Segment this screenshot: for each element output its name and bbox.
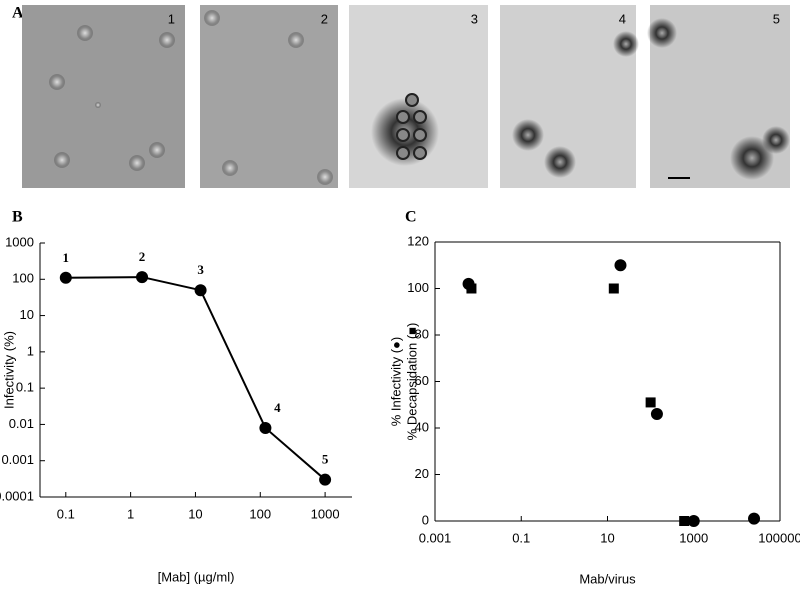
stained-virion xyxy=(544,146,576,178)
virion xyxy=(396,146,410,160)
virion xyxy=(405,93,419,107)
y-axis-label: Infectivity (%) xyxy=(1,331,16,409)
virion xyxy=(413,146,427,160)
data-point xyxy=(466,283,477,294)
x-tick-label: 100000 xyxy=(758,530,800,545)
data-point xyxy=(608,283,619,294)
micrograph xyxy=(22,5,185,188)
micrograph-label: 3 xyxy=(471,11,478,26)
x-tick-label: 100 xyxy=(249,506,271,521)
x-tick-label: 10 xyxy=(600,530,614,545)
data-point xyxy=(748,512,761,525)
y-tick-label: 0 xyxy=(422,512,429,527)
y-tick-label: 10 xyxy=(20,307,34,322)
y-tick-label: 100 xyxy=(12,271,34,286)
virion xyxy=(204,10,220,26)
virion xyxy=(317,169,333,185)
data-point xyxy=(650,408,663,421)
y-tick-label: 100 xyxy=(407,280,429,295)
data-point xyxy=(59,271,72,284)
x-axis-label: Mab/virus xyxy=(579,571,636,586)
micrograph-label: 2 xyxy=(321,11,328,26)
data-point xyxy=(136,271,149,284)
virion xyxy=(49,74,65,90)
y-axis-label: % Decapsidation (■) xyxy=(404,323,419,441)
y-tick-label: 1 xyxy=(27,343,34,358)
virion xyxy=(159,32,175,48)
virion xyxy=(413,110,427,124)
point-label: 3 xyxy=(197,262,204,277)
series-line xyxy=(65,276,326,481)
virion xyxy=(95,102,101,108)
data-point xyxy=(259,421,272,434)
y-tick-label: 1000 xyxy=(5,234,34,249)
data-point xyxy=(614,259,627,272)
x-axis-label: [Mab] (µg/ml) xyxy=(158,569,235,584)
virion xyxy=(129,155,145,171)
micrograph-label: 1 xyxy=(168,11,175,26)
y-tick-label: 0.001 xyxy=(1,452,34,467)
panel-label: A xyxy=(12,5,24,22)
stained-virion xyxy=(613,31,639,57)
stained-virion xyxy=(762,126,790,154)
x-tick-label: 10 xyxy=(188,506,202,521)
x-tick-label: 0.001 xyxy=(419,530,452,545)
virion xyxy=(396,110,410,124)
virion xyxy=(54,152,70,168)
point-label: 4 xyxy=(274,400,281,415)
x-tick-label: 0.1 xyxy=(57,506,75,521)
y-tick-label: 60 xyxy=(415,373,429,388)
point-label: 1 xyxy=(63,250,70,265)
data-point xyxy=(679,516,690,526)
micrograph xyxy=(200,5,338,188)
point-label: 2 xyxy=(139,249,146,264)
point-label: 5 xyxy=(322,452,329,467)
y-tick-label: 0.1 xyxy=(16,380,34,395)
virion xyxy=(396,128,410,142)
stained-virion xyxy=(730,136,774,180)
y-tick-label: 120 xyxy=(407,233,429,248)
data-point xyxy=(319,473,332,486)
x-tick-label: 1 xyxy=(127,506,134,521)
x-tick-label: 1000 xyxy=(679,530,708,545)
y-tick-label: 20 xyxy=(415,466,429,481)
panel-label: B xyxy=(12,209,23,226)
stained-virion xyxy=(647,18,677,48)
micrograph-label: 4 xyxy=(619,11,626,26)
y-tick-label: 80 xyxy=(415,326,429,341)
data-point xyxy=(687,515,700,527)
virion xyxy=(149,142,165,158)
y-tick-label: 0.01 xyxy=(9,416,34,431)
virion xyxy=(288,32,304,48)
virion xyxy=(222,160,238,176)
y-axis-label: % Infectivity (●) xyxy=(388,337,403,426)
y-tick-label: 0.0001 xyxy=(0,488,34,503)
y-tick-label: 40 xyxy=(415,419,429,434)
panel-label: C xyxy=(405,209,417,226)
micrograph-label: 5 xyxy=(773,11,780,26)
data-point xyxy=(194,284,207,297)
virion xyxy=(77,25,93,41)
stained-virion xyxy=(512,119,544,151)
virion xyxy=(413,128,427,142)
data-point xyxy=(645,397,656,408)
x-tick-label: 0.1 xyxy=(512,530,530,545)
x-tick-label: 1000 xyxy=(311,506,340,521)
